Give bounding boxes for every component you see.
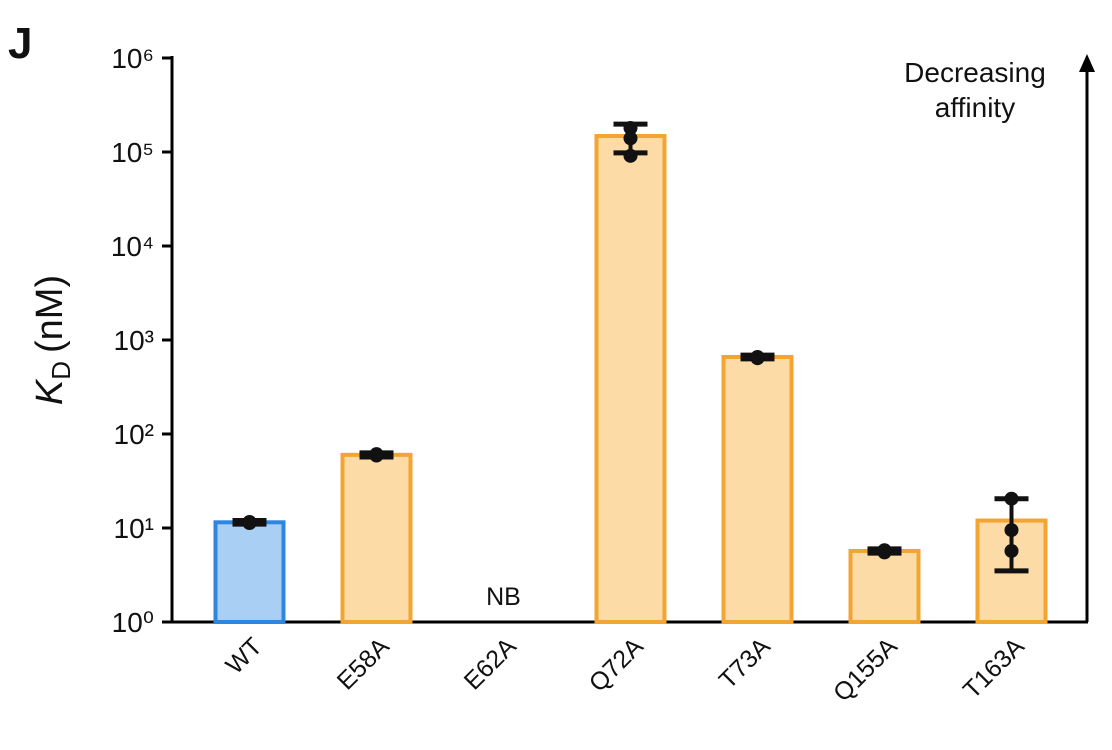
- y-label-symbol: K: [29, 378, 71, 405]
- x-tick-label: E58A: [332, 632, 395, 695]
- data-point: [877, 543, 892, 558]
- bar: [594, 133, 667, 624]
- y-tick-label: 10⁵: [111, 137, 154, 168]
- data-point: [623, 121, 638, 136]
- y-tick-label: 10⁴: [111, 231, 154, 262]
- data-point: [623, 131, 638, 146]
- data-point: [623, 148, 638, 163]
- arrow-head: [1079, 54, 1095, 72]
- bar: [848, 548, 921, 624]
- data-point: [242, 514, 257, 529]
- y-tick-label: 10¹: [114, 513, 154, 544]
- data-point: [369, 447, 384, 462]
- y-axis-label: KD (nM): [29, 275, 76, 405]
- panel-label: J: [8, 19, 32, 68]
- x-tick-label: T163A: [958, 632, 1030, 704]
- bar: [213, 520, 286, 624]
- data-point: [1004, 491, 1019, 506]
- x-tick-label: Q72A: [584, 632, 649, 697]
- bar: [340, 452, 413, 625]
- y-tick-label: 10²: [114, 419, 154, 450]
- y-label-unit: (nM): [29, 275, 71, 353]
- x-tick-label: WT: [220, 632, 267, 679]
- data-point: [750, 349, 765, 364]
- y-tick-label: 10³: [114, 325, 154, 356]
- y-label-subscript: D: [46, 361, 76, 380]
- x-tick-label: Q155A: [828, 632, 903, 707]
- annotation-line: affinity: [935, 92, 1015, 123]
- annotation: NB: [486, 583, 521, 611]
- bar: [721, 354, 794, 624]
- data-point: [1004, 523, 1019, 538]
- x-tick-label: E62A: [459, 632, 522, 695]
- annotation-line: Decreasing: [904, 57, 1046, 88]
- y-tick-label: 10⁰: [112, 607, 154, 638]
- x-tick-label: T73A: [714, 632, 776, 694]
- y-tick-label: 10⁶: [111, 43, 154, 74]
- data-point: [1004, 543, 1019, 558]
